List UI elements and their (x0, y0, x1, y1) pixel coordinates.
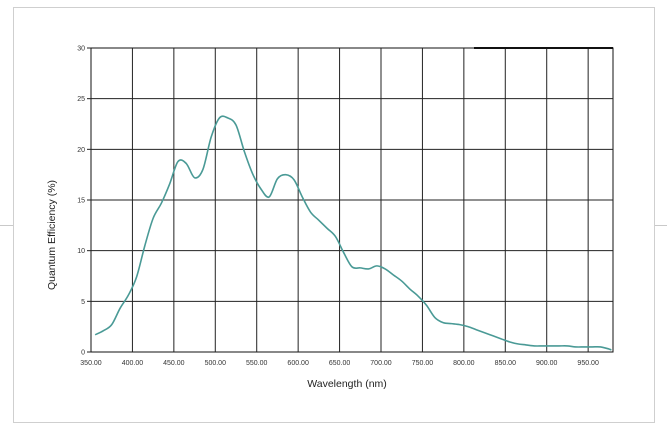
y-tick-label: 5 (81, 299, 85, 306)
x-tick-label: 850.00 (495, 360, 517, 367)
y-tick-label: 10 (77, 248, 85, 255)
x-tick-label: 600.00 (287, 360, 309, 367)
series-line-0 (94, 115, 612, 351)
x-tick-label: 350.00 (80, 360, 102, 367)
x-tick-label: 950.00 (577, 360, 599, 367)
y-tick-label: 30 (77, 46, 85, 53)
x-tick-label: 400.00 (122, 360, 144, 367)
x-tick-labels: 350.00 400.00 450.00 500.00 550.00 600.00 650.… (80, 360, 599, 367)
x-tick-label: 450.00 (163, 360, 185, 367)
y-axis-title: Quantum Efficiency (%) (46, 180, 58, 290)
x-tick-label: 900.00 (536, 360, 558, 367)
y-tick-label: 20 (77, 147, 85, 154)
x-tick-label: 800.00 (453, 360, 475, 367)
x-tick-label: 550.00 (246, 360, 268, 367)
x-axis-title: Wavelength (nm) (307, 378, 387, 390)
grid (87, 47, 614, 353)
x-tick-label: 750.00 (412, 360, 434, 367)
x-tick-label: 700.00 (370, 360, 392, 367)
x-tick-label: 650.00 (329, 360, 351, 367)
y-tick-label: 25 (77, 96, 85, 103)
left-edge-line (0, 225, 13, 226)
y-tick-label: 15 (77, 198, 85, 205)
x-tick-label: 500.00 (205, 360, 227, 367)
chart-frame (13, 7, 655, 423)
y-tick-label: 0 (81, 350, 85, 357)
y-tick-labels: 0 5 10 15 20 25 30 (77, 46, 85, 357)
series-group (94, 115, 612, 351)
right-edge-line (655, 225, 667, 226)
